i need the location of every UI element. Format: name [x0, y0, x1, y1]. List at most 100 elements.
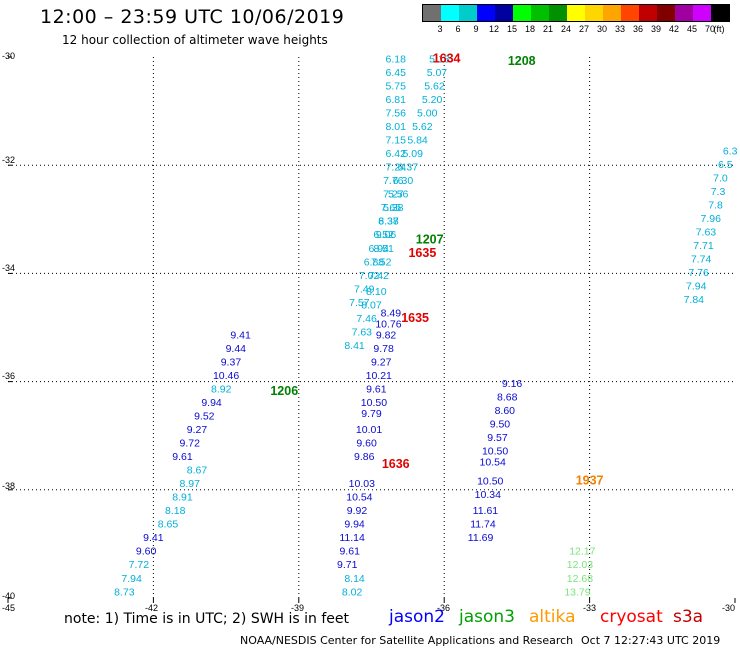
pass-time-label: 1635: [401, 311, 429, 325]
legend-label: 39: [650, 24, 662, 34]
legend-swatch: [585, 5, 603, 21]
wave-height-value: 9.44: [226, 343, 247, 355]
x-label-3: -39: [291, 603, 305, 613]
wave-height-value: 11.74: [470, 519, 496, 531]
wave-height-value: 8.18: [165, 505, 186, 517]
wave-height-value: 7.84: [684, 294, 705, 306]
wave-height-value: 10.34: [475, 489, 501, 501]
wave-height-value: 9.06: [376, 229, 397, 241]
wave-height-value: 8.37: [378, 216, 399, 228]
wave-height-value: 10.54: [346, 492, 372, 504]
wave-height-value: 13.79: [564, 586, 590, 598]
wave-height-value: 5.00: [417, 108, 438, 120]
pass-time-label: 1636: [382, 457, 410, 471]
pass-time-label: 1208: [508, 54, 536, 68]
legend-label: 9: [473, 24, 479, 34]
legend-swatch: [513, 5, 531, 21]
wave-height-value: 7.8: [708, 199, 723, 211]
wave-height-value: 5.07: [427, 67, 448, 79]
y-label-1: -30: [2, 51, 16, 61]
legend-label: (ft): [713, 24, 725, 34]
wave-height-value: 5.62: [412, 121, 433, 133]
wave-height-value: 7.52: [371, 256, 392, 268]
wave-height-value: 8.07: [361, 300, 382, 312]
wave-height-value: 9.50: [490, 419, 511, 431]
wave-height-value: 6.37: [398, 162, 419, 174]
wave-height-value: 9.71: [337, 559, 358, 571]
wave-height-value: 8.10: [366, 286, 387, 298]
generated-timestamp: Oct 7 12:27:43 UTC 2019: [581, 634, 721, 647]
y-label-5: -38: [2, 481, 16, 491]
legend-swatch: [621, 5, 639, 21]
wave-height-value: 7.94: [121, 573, 142, 585]
wave-height-value: 7.15: [386, 135, 407, 147]
wave-height-value: 10.46: [213, 370, 239, 382]
legend-swatch: [549, 5, 567, 21]
wave-height-value: 7.02: [359, 270, 380, 282]
wave-height-value: 9.16: [502, 378, 523, 390]
legend-swatch: [639, 5, 657, 21]
sat-label-jason2: jason2: [389, 607, 445, 627]
wave-height-value: 5.38: [383, 202, 404, 214]
wave-height-value: 8.51: [373, 243, 394, 255]
legend-label: 18: [524, 24, 536, 34]
wave-height-value: 11.61: [473, 505, 499, 517]
wave-height-value: 7.63: [352, 327, 373, 339]
wave-height-value: 10.76: [375, 319, 401, 331]
page-title: 12:00 – 23:59 UTC 10/06/2019: [40, 6, 345, 28]
legend-swatch: [531, 5, 549, 21]
wave-height-value: 10.01: [356, 424, 382, 436]
wave-height-value: 6.88: [364, 256, 385, 268]
wave-height-value: 7.42: [369, 270, 390, 282]
pass-time-label: 1635: [408, 246, 436, 260]
wave-height-value: 12.68: [567, 573, 593, 585]
wave-height-value: 8.73: [114, 586, 135, 598]
wave-height-value: 9.37: [221, 356, 242, 368]
wave-height-value: 7.94: [686, 281, 707, 293]
y-label-2: -32: [2, 155, 16, 165]
wave-height-value: 8.01: [386, 121, 407, 133]
wave-height-value: 6.3: [723, 145, 738, 157]
legend-label: 3: [437, 24, 443, 34]
wave-height-value: 9.27: [371, 356, 392, 368]
wave-height-value: 6.45: [386, 67, 407, 79]
wave-height-value: 9.41: [143, 532, 164, 544]
y-label-3: -34: [2, 263, 16, 273]
wave-height-value: 8.67: [187, 465, 208, 477]
legend-label: 36: [632, 24, 644, 34]
legend-swatch: [675, 5, 693, 21]
x-label-4: -36: [437, 603, 451, 613]
wave-height-value: 9.27: [187, 424, 208, 436]
wave-height-value: 10.50: [477, 475, 503, 487]
legend-label: 15: [506, 24, 518, 34]
wave-height-value: 11.69: [468, 532, 494, 544]
wave-height-value: 9.61: [366, 383, 387, 395]
pass-time-label: 1207: [416, 233, 444, 247]
wave-height-value: 8.65: [158, 519, 179, 531]
legend-swatch: [603, 5, 621, 21]
wave-height-value: 9.61: [172, 451, 193, 463]
wave-height-value: 9.94: [344, 519, 365, 531]
wave-height-value: 9.41: [230, 329, 251, 341]
x-label-2: -42: [145, 603, 159, 613]
wave-height-value: 7.56: [386, 108, 407, 120]
color-legend: 3 6 9 12 15 18 21 24 27 30 33 36 39 42 45 70 (ft): [422, 4, 730, 34]
wave-height-value: 7.71: [693, 240, 714, 252]
wave-height-value: 5.84: [407, 135, 428, 147]
wave-height-value: 9.61: [339, 546, 360, 558]
wave-height-value: 9.52: [194, 410, 215, 422]
wave-height-value: 10.50: [361, 397, 387, 409]
footnote: note: 1) Time is in UTC; 2) SWH is in fe…: [64, 611, 350, 627]
wave-height-value: 8.92: [211, 383, 232, 395]
x-label-1: -45: [2, 603, 16, 613]
wave-height-value: 5.09: [402, 148, 423, 160]
wave-height-value: 12.17: [569, 546, 595, 558]
wave-height-value: 9.72: [180, 438, 201, 450]
wave-height-value: 7.96: [701, 213, 722, 225]
pass-time-label: 1634: [433, 51, 461, 65]
wave-height-value: 7.57: [349, 297, 370, 309]
wave-height-value: 6.30: [393, 175, 414, 187]
legend-label: 45: [686, 24, 698, 34]
wave-height-value: 7.63: [696, 227, 717, 239]
